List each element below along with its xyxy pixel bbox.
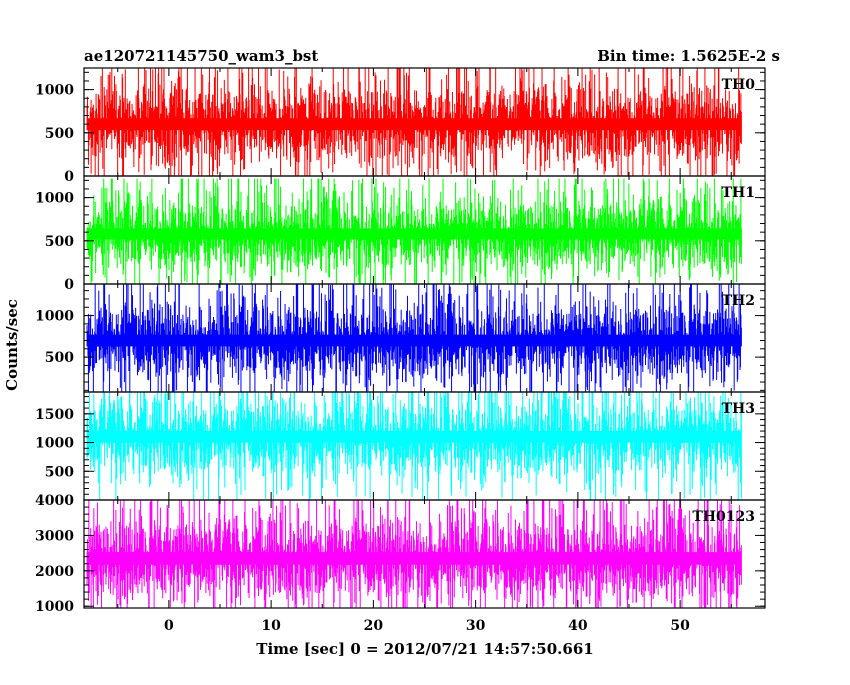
panel-label-th0: TH0 [722,77,756,93]
panel-label-th3: TH3 [722,401,755,417]
x-tick-label: 30 [466,618,486,634]
y-axis-label: Counts/sec [3,299,21,391]
panel-label-th1: TH1 [722,185,755,201]
y-tick-label: 0 [64,169,74,185]
y-tick-label: 500 [45,126,74,142]
y-tick-label: 500 [45,350,74,366]
x-tick-label: 0 [164,618,174,634]
x-axis-label: Time [sec] 0 = 2012/07/21 14:57:50.661 [256,640,593,658]
x-tick-label: 40 [568,618,588,634]
y-tick-label: 2000 [35,564,74,580]
y-tick-label: 1000 [35,309,74,325]
chart-title: ae120721145750_wam3_bst [84,47,318,65]
label-layer: ae120721145750_wam3_bst Bin time: 1.5625… [3,47,780,658]
panel-label-th2: TH2 [722,293,755,309]
series-layer [86,68,742,608]
y-tick-label: 1500 [35,407,74,423]
y-tick-label: 4000 [35,493,74,509]
panel-label-th0123: TH0123 [692,509,755,525]
series-line-th3 [86,392,742,500]
series-line-th0123 [86,500,742,608]
x-tick-label: 20 [364,618,384,634]
series-line-th1 [86,178,742,284]
series-line-th2 [86,284,742,392]
frame-layer [83,67,766,609]
y-tick-label: 500 [45,464,74,480]
y-tick-label: 0 [64,277,74,293]
y-tick-label: 3000 [35,528,74,544]
y-tick-label: 1000 [35,83,74,99]
series-line-th0 [86,68,742,176]
x-tick-label: 50 [670,618,690,634]
y-tick-label: 1000 [35,436,74,452]
chart-subtitle: Bin time: 1.5625E-2 s [597,47,780,65]
y-tick-label: 500 [45,234,74,250]
x-tick-label: 10 [261,618,281,634]
y-tick-label: 1000 [35,599,74,615]
y-tick-label: 1000 [35,191,74,207]
